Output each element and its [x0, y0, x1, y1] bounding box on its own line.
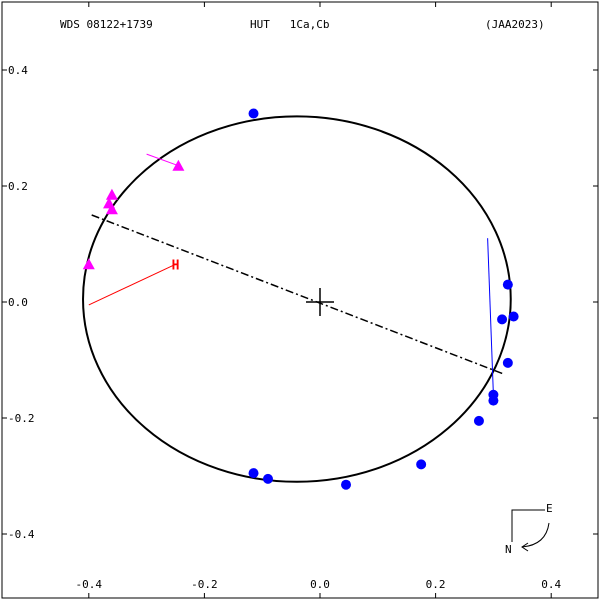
compass-arrow-head — [521, 542, 529, 552]
measure-point — [502, 279, 513, 290]
x-tick-label: 0.2 — [426, 578, 446, 591]
hipparcos-point: H — [172, 258, 180, 273]
measure-point — [248, 468, 259, 479]
x-tick-label: -0.2 — [191, 578, 218, 591]
wds-identifier: WDS 08122+1739 — [60, 18, 153, 31]
discoverer-designation: HUT 1Ca,Cb — [250, 18, 329, 31]
measure-point — [341, 479, 352, 490]
x-axis-ticks: -0.4 -0.2 0.0 0.2 0.4 — [76, 2, 562, 598]
x-tick-label: -0.4 — [76, 578, 103, 591]
historic-point — [172, 159, 185, 171]
compass-north-label: N — [505, 543, 512, 556]
historic-point — [105, 188, 118, 200]
measure-point — [497, 314, 508, 325]
compass: E N — [505, 502, 553, 556]
y-tick-label: -0.4 — [8, 528, 35, 541]
y-tick-label: 0.2 — [8, 180, 28, 193]
compass-axes — [511, 509, 545, 542]
y-tick-label: 0.0 — [8, 296, 28, 309]
compass-rotation-arrow — [521, 522, 550, 548]
x-tick-label: 0.0 — [310, 578, 330, 591]
measure-point — [502, 357, 513, 368]
measure-markers: H — [82, 108, 519, 490]
orbit-reference: (JAA2023) — [485, 18, 545, 31]
measure-point — [416, 459, 427, 470]
measure-point — [473, 415, 484, 426]
y-tick-label: -0.2 — [8, 412, 35, 425]
line-of-nodes — [91, 214, 506, 376]
compass-east-label: E — [546, 502, 553, 515]
residual-line — [146, 153, 179, 167]
residual-line — [487, 238, 494, 395]
orbit-ellipse — [82, 115, 512, 483]
y-tick-label: 0.4 — [8, 64, 28, 77]
y-axis-ticks: 0.4 0.2 0.0 -0.2 -0.4 — [2, 64, 598, 541]
measure-point — [508, 311, 519, 322]
measure-point — [248, 108, 259, 119]
x-tick-label: 0.4 — [541, 578, 561, 591]
measure-point — [262, 473, 273, 484]
measure-point — [488, 395, 499, 406]
primary-star-cross — [306, 288, 334, 316]
residual-line — [88, 263, 176, 306]
historic-point — [105, 203, 118, 215]
historic-point — [82, 258, 95, 270]
residual-lines — [88, 153, 494, 395]
